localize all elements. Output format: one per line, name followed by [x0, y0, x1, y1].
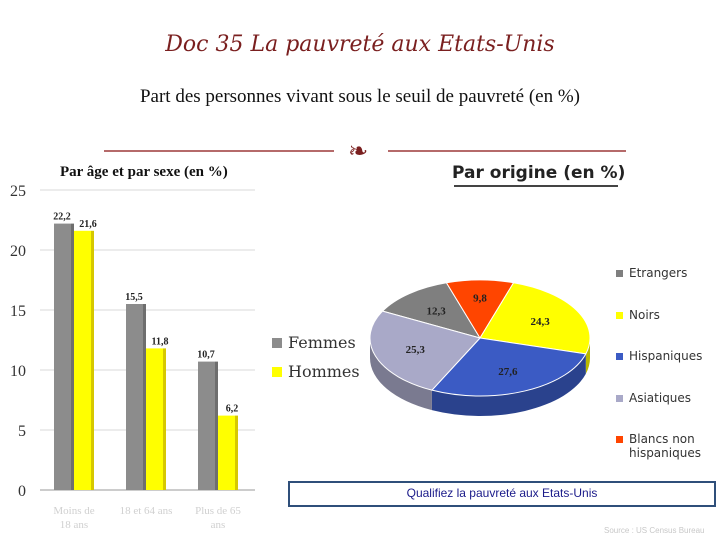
bar-side-femmes	[143, 304, 146, 490]
legend-swatch-hommes	[272, 366, 282, 377]
bar-femmes	[54, 223, 71, 490]
bar-side-hommes	[91, 230, 94, 491]
pie-legend-swatch	[616, 353, 623, 360]
divider-right	[388, 150, 626, 152]
bar-data-label: 6,2	[226, 404, 239, 415]
legend-item-hommes: Hommes	[272, 362, 360, 381]
question-box: Qualifiez la pauvreté aux Etats-Unis	[288, 481, 716, 507]
bar-data-label: 21,6	[79, 219, 97, 230]
bar-data-label: 15,5	[125, 292, 143, 303]
legend-label-femmes: Femmes	[288, 333, 356, 352]
pie-chart-title: Par origine (en %)	[452, 163, 626, 183]
pie-legend-item-blancs-non-hispaniques: Blancs non hispaniques	[616, 432, 701, 460]
pie-legend-swatch	[616, 436, 623, 443]
bar-side-femmes	[215, 361, 218, 490]
bar-hommes	[218, 415, 235, 490]
chart-subtitle: Part des personnes vivant sous le seuil …	[139, 86, 581, 107]
y-tick-label: 25	[10, 183, 26, 200]
pie-legend-item-hispaniques: Hispaniques	[616, 349, 702, 363]
pie-legend-item-asiatiques: Asiatiques	[616, 391, 691, 405]
bar-chart-title: Par âge et par sexe (en %)	[60, 164, 300, 186]
bar-side-femmes	[71, 223, 74, 490]
pie-legend-label: Asiatiques	[629, 391, 692, 405]
bar-side-hommes	[235, 415, 238, 490]
divider-left	[104, 150, 334, 152]
bar-hommes	[74, 230, 91, 491]
pie-legend-swatch	[616, 395, 623, 402]
legend-label-hommes: Hommes	[288, 362, 360, 381]
pie-legend-label: Hispaniques	[629, 349, 703, 363]
pie-legend-swatch	[616, 312, 623, 319]
source-note: Source : US Census Bureau	[604, 526, 705, 535]
y-tick-label: 5	[18, 423, 26, 440]
y-tick-label: 0	[18, 483, 26, 500]
document-title: Doc 35 La pauvreté aux Etats-Unis	[165, 32, 555, 57]
bar-data-label: 22,2	[53, 212, 71, 223]
x-tick-label: ans	[211, 519, 226, 531]
bar-data-label: 10,7	[197, 350, 215, 361]
bar-femmes	[198, 361, 215, 490]
y-tick-label: 20	[10, 243, 26, 260]
pie-legend-label: Noirs	[629, 308, 660, 322]
y-tick-label: 15	[10, 303, 26, 320]
pie-legend-item-etrangers: Etrangers	[616, 266, 687, 280]
x-tick-label: 18 ans	[60, 519, 88, 531]
x-tick-label: Plus de 65	[195, 505, 241, 517]
pie-title-underline	[454, 185, 618, 187]
bar-femmes	[126, 304, 143, 490]
pie-legend-label: Blancs non hispaniques	[629, 432, 701, 460]
x-tick-label: 18 et 64 ans	[120, 505, 173, 517]
pie-legend-item-noirs: Noirs	[616, 308, 660, 322]
scroll-ornament-icon: ❧	[348, 137, 369, 165]
legend-swatch-femmes	[272, 337, 282, 348]
x-tick-label: Moins de	[53, 505, 94, 517]
bar-data-label: 11,8	[152, 336, 169, 347]
bar-side-hommes	[163, 348, 166, 490]
y-tick-label: 10	[10, 363, 26, 380]
legend-item-femmes: Femmes	[272, 333, 356, 352]
pie-legend-swatch	[616, 270, 623, 277]
pie-legend-label: Etrangers	[629, 266, 688, 280]
bar-hommes	[146, 348, 163, 490]
